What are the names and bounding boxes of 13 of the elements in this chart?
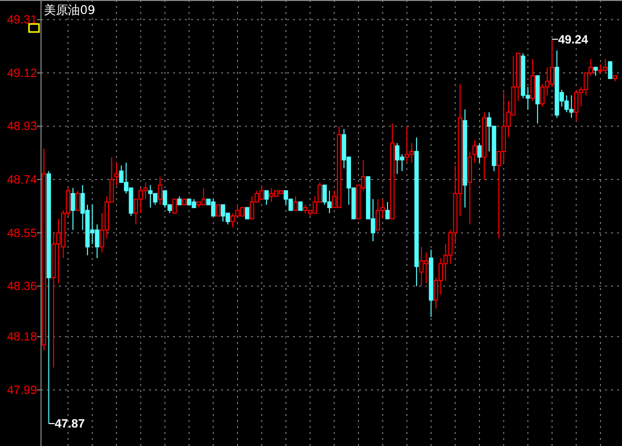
y-tick-label: 47.99 — [6, 382, 38, 397]
annotation: 47.87 — [48, 416, 85, 431]
y-tick-label: 48.36 — [6, 279, 38, 294]
annotation: 47.87 — [54, 416, 86, 431]
y-tick-label: 48.18 — [6, 330, 38, 344]
y-tick-label: 49.12 — [6, 66, 38, 80]
annotation: 49.24 — [558, 32, 588, 46]
y-tick-label: 48.74 — [6, 172, 38, 187]
y-tick-label: 49.31 — [6, 12, 38, 27]
chart-title: 美原油09 — [44, 3, 96, 17]
annotation: 49.24 — [552, 32, 588, 46]
y-tick-label: 48.93 — [6, 119, 38, 134]
y-tick-label: 48.55 — [6, 226, 38, 240]
